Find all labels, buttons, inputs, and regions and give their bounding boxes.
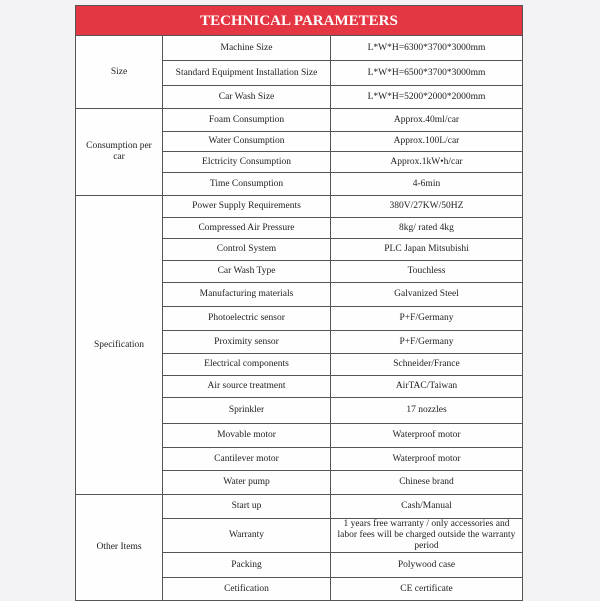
group-name: Specification <box>75 195 163 495</box>
parameter-label: Machine Size <box>162 35 331 61</box>
table-title: TECHNICAL PARAMETERS <box>75 5 523 35</box>
parameter-value: P+F/Germany <box>330 330 523 354</box>
parameter-value: Approx.100L/car <box>330 131 523 152</box>
table-row: Car Wash Type Touchless <box>76 260 523 283</box>
parameter-label: Warranty <box>162 518 331 553</box>
parameter-label: Power Supply Requirements <box>162 195 331 218</box>
parameter-label: Proximity sensor <box>162 330 331 354</box>
parameter-label: Manufacturing materials <box>162 282 331 307</box>
table-row: Other Items Start up Cash/Manual <box>75 494 523 601</box>
parameter-label: Start up <box>162 494 331 519</box>
parameters-table-container: TECHNICAL PARAMETERS Size Machine Size L*W… <box>75 5 523 601</box>
parameter-label: Time Consumption <box>162 172 331 196</box>
parameter-value: Approx.40ml/car <box>330 108 523 132</box>
parameter-label: Control System <box>162 238 331 261</box>
parameter-value: 4-6min <box>330 172 523 196</box>
parameter-value: L*W*H=5200*2000*2000mm <box>330 85 523 109</box>
parameter-value: 17 nozzles <box>330 397 523 424</box>
parameter-value: Waterproof motor <box>330 447 523 471</box>
table-row: Proximity sensor P+F/Germany <box>76 330 523 354</box>
parameter-value: L*W*H=6300*3700*3000mm <box>330 35 523 61</box>
parameter-value: AirTAC/Taiwan <box>330 375 523 398</box>
parameter-value: Approx.1kW•h/car <box>330 151 523 173</box>
parameter-value: 8kg/ rated 4kg <box>330 217 523 239</box>
parameter-label: Electrical components <box>162 353 331 376</box>
parameter-label: Compressed Air Pressure <box>162 217 331 239</box>
group-name: Other Items <box>75 494 163 601</box>
parameter-label: Cantilever motor <box>162 447 331 471</box>
parameter-label: Elctricity Consumption <box>162 151 331 173</box>
parameter-value: Polywood case <box>330 552 523 578</box>
parameter-label: Cetification <box>162 577 331 601</box>
parameter-label: Packing <box>162 552 331 578</box>
parameter-label: Car Wash Size <box>162 85 331 109</box>
parameter-value: PLC Japan Mitsubishi <box>330 238 523 261</box>
parameter-label: Movable motor <box>162 423 331 448</box>
group-name: Size <box>75 35 163 109</box>
parameter-value: Waterproof motor <box>330 423 523 448</box>
table-row: Compressed Air Pressure 8kg/ rated 4kg <box>76 217 523 239</box>
table-row: Size Machine Size L*W*H=6300*3700*3000mm <box>75 35 523 109</box>
table-row: Cetification CE certificate <box>76 577 523 601</box>
table-row: Manufacturing materials Galvanized Steel <box>76 282 523 307</box>
parameters-table: Size Machine Size L*W*H=6300*3700*3000mm St… <box>75 35 523 601</box>
parameter-value: Galvanized Steel <box>330 282 523 307</box>
table-row: Packing Polywood case <box>76 552 523 578</box>
parameter-value: Chinese brand <box>330 470 523 495</box>
parameter-label: Car Wash Type <box>162 260 331 283</box>
parameter-label: Photoelectric sensor <box>162 306 331 331</box>
table-row: Movable motor Waterproof motor <box>76 423 523 448</box>
parameter-label: Sprinkler <box>162 397 331 424</box>
table-row: Time Consumption 4-6min <box>76 172 523 196</box>
parameter-label: Foam Consumption <box>162 108 331 132</box>
parameter-value: Cash/Manual <box>330 494 523 519</box>
parameter-label: Air source treatment <box>162 375 331 398</box>
parameter-label: Water pump <box>162 470 331 495</box>
parameter-label: Standard Equipment Installation Size <box>162 60 331 86</box>
table-row: Sprinkler 17 nozzles <box>76 397 523 424</box>
table-row: Air source treatment AirTAC/Taiwan <box>76 375 523 398</box>
table-row: Consumption per car Foam Consumption Appro… <box>75 108 523 196</box>
parameter-value: 380V/27KW/50HZ <box>330 195 523 218</box>
group-name: Consumption per car <box>75 108 163 196</box>
parameter-value: 1 years free warranty / only accessories… <box>330 518 523 553</box>
parameter-label: Water Consumption <box>162 131 331 152</box>
parameter-value: L*W*H=6500*3700*3000mm <box>330 60 523 86</box>
parameter-value: Schneider/France <box>330 353 523 376</box>
parameter-value: P+F/Germany <box>330 306 523 331</box>
table-row: Photoelectric sensor P+F/Germany <box>76 306 523 331</box>
parameter-value: Touchless <box>330 260 523 283</box>
parameter-value: CE certificate <box>330 577 523 601</box>
table-row: Specification Power Supply Requirements 38… <box>75 195 523 495</box>
